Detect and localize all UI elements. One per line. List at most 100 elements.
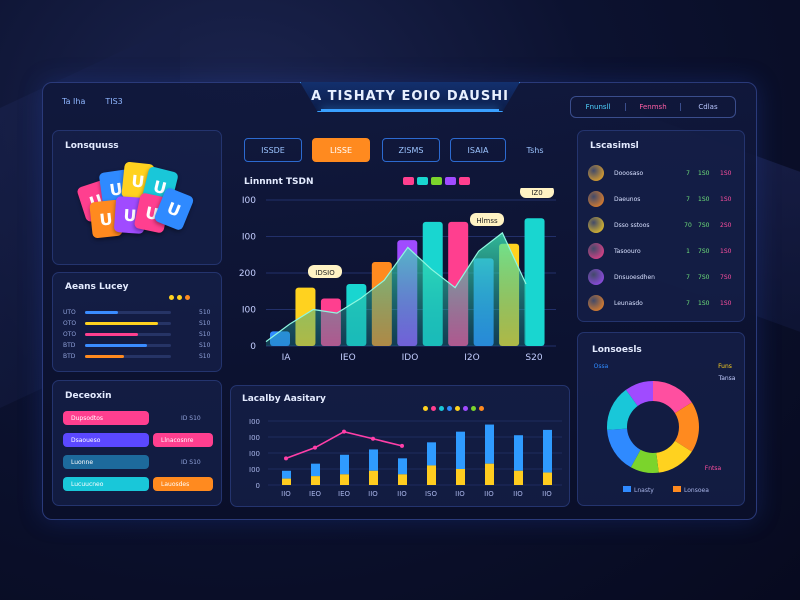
tab-3[interactable]: ISAIA bbox=[450, 138, 506, 162]
progress-fill bbox=[85, 322, 159, 325]
action-button[interactable]: Dupsodtos bbox=[63, 411, 149, 425]
stacked-bar-bottom[interactable] bbox=[340, 474, 349, 485]
games-panel-title: Lonsquuss bbox=[65, 141, 119, 151]
stacked-bar-top[interactable] bbox=[485, 424, 494, 464]
stacked-bar-top[interactable] bbox=[398, 458, 407, 475]
ranking-row[interactable]: Dsso sstoos 70 7S0 2S0 bbox=[588, 217, 738, 233]
stacked-bar-top[interactable] bbox=[514, 435, 523, 471]
window-title-tab: A TISHATY EOIO DAUSHI bbox=[300, 82, 520, 112]
stacked-bar-bottom[interactable] bbox=[311, 476, 320, 485]
donut-slice[interactable] bbox=[656, 440, 692, 473]
bar[interactable] bbox=[524, 218, 545, 346]
main-chart: 0 I00 200 I00 I00 IA IEO IDO I2O S20 IDSIO Hlmss IZ0 bbox=[239, 188, 556, 363]
action-side-button[interactable]: Lauosdes bbox=[153, 477, 213, 491]
stacked-bar-bottom[interactable] bbox=[514, 470, 523, 485]
top-control-button[interactable]: Fenmsh bbox=[626, 103, 681, 111]
actions-panel: Deceoxin Dupsodtos ID S10 Dsaoueso Llnacosn… bbox=[52, 380, 222, 506]
progress-row: OTO S10 bbox=[63, 331, 210, 338]
progress-row: OTO S10 bbox=[63, 320, 210, 327]
stacked-bar-bottom[interactable] bbox=[543, 472, 552, 485]
top-control-button[interactable]: Fnunsll bbox=[571, 103, 626, 111]
progress-row: UTO 510 bbox=[63, 309, 210, 316]
donut-slice[interactable] bbox=[625, 381, 653, 406]
tab-2[interactable]: ZISMS bbox=[382, 138, 440, 162]
y-tick-label: 0 bbox=[256, 482, 260, 490]
progress-track bbox=[85, 333, 171, 336]
donut-slice[interactable] bbox=[607, 428, 641, 468]
trend-point bbox=[371, 436, 375, 441]
y-tick-label: I00 bbox=[249, 418, 260, 426]
actions-panel-title: Deceoxin bbox=[65, 391, 112, 401]
legend-dot bbox=[439, 406, 444, 411]
donut-panel: Lonsoesls bbox=[577, 332, 745, 506]
y-tick-label: I00 bbox=[242, 233, 256, 243]
progress-label: BTD bbox=[63, 342, 76, 349]
game-avatar-icon bbox=[588, 165, 604, 181]
ranking-value: 1S0 bbox=[698, 299, 710, 307]
donut-slice[interactable] bbox=[653, 381, 692, 414]
stacked-bar-bottom[interactable] bbox=[369, 470, 378, 485]
tab-4[interactable]: Tshs bbox=[526, 145, 544, 155]
games-panel: Lonsquuss U U U U U U U U bbox=[52, 130, 222, 265]
ranking-value-alt: 2S0 bbox=[720, 221, 732, 229]
legend-swatch bbox=[623, 486, 631, 492]
legend-swatch bbox=[403, 177, 414, 185]
action-button[interactable]: Lucuucneo bbox=[63, 477, 149, 491]
y-tick-label: I00 bbox=[249, 450, 260, 458]
x-tick-label: IIO bbox=[542, 490, 552, 498]
ranking-value-alt: 1S0 bbox=[720, 195, 732, 203]
stacked-bar-top[interactable] bbox=[340, 454, 349, 475]
game-avatar-icon bbox=[588, 295, 604, 311]
stacked-bar-top[interactable] bbox=[311, 463, 320, 477]
tab-0[interactable]: ISSDE bbox=[244, 138, 302, 162]
progress-value: S10 bbox=[199, 353, 211, 360]
donut-slice[interactable] bbox=[607, 389, 638, 430]
progress-value: S10 bbox=[199, 331, 211, 338]
ranking-row[interactable]: Leunasdo 7 1S0 1S0 bbox=[588, 295, 738, 311]
trend-point bbox=[284, 456, 288, 461]
legend-dot bbox=[447, 406, 452, 411]
stacked-bar-top[interactable] bbox=[427, 442, 436, 466]
tab-1[interactable]: LISSE bbox=[312, 138, 370, 162]
progress-fill bbox=[85, 355, 124, 358]
y-tick-label: I00 bbox=[249, 466, 260, 474]
ranking-row[interactable]: Daeunos 7 1S0 1S0 bbox=[588, 191, 738, 207]
stacked-bar-bottom[interactable] bbox=[456, 469, 465, 485]
ranking-row[interactable]: Tasoouro 1 7S0 1S0 bbox=[588, 243, 738, 259]
action-button[interactable]: Luonne bbox=[63, 455, 149, 469]
stacked-bar-bottom[interactable] bbox=[427, 465, 436, 485]
stacked-bar-bottom[interactable] bbox=[485, 463, 494, 485]
donut-slice[interactable] bbox=[630, 449, 659, 473]
legend-swatch bbox=[431, 177, 442, 185]
stacked-bar-top[interactable] bbox=[282, 470, 291, 479]
ranking-row[interactable]: Dnsuoesdhen 7 7S0 7S0 bbox=[588, 269, 738, 285]
ranking-label: Dsso sstoos bbox=[614, 221, 650, 229]
top-right-controls[interactable]: Fnunsll Fenmsh Cdlas bbox=[570, 96, 736, 118]
x-tick-label: IIO bbox=[484, 490, 494, 498]
action-button[interactable]: Dsaoueso bbox=[63, 433, 149, 447]
legend-dot bbox=[185, 295, 190, 300]
progress-value: 510 bbox=[199, 309, 211, 316]
stacked-bar-bottom[interactable] bbox=[282, 478, 291, 485]
progress-track bbox=[85, 355, 171, 358]
ranking-value-alt: 1S0 bbox=[720, 247, 732, 255]
legend-dot bbox=[431, 406, 436, 411]
donut-panel-title: Lonsoesls bbox=[592, 345, 642, 355]
donut-slice[interactable] bbox=[674, 402, 699, 452]
y-tick-label: I00 bbox=[242, 196, 256, 206]
ranking-row[interactable]: Dooosaso 7 1S0 1S0 bbox=[588, 165, 738, 181]
top-control-button[interactable]: Cdlas bbox=[698, 103, 718, 111]
progress-fill bbox=[85, 333, 139, 336]
legend-swatch bbox=[417, 177, 428, 185]
action-side-button[interactable]: Llnacosnre bbox=[153, 433, 213, 447]
ranking-count: 7 bbox=[686, 273, 690, 281]
stacked-bar-top[interactable] bbox=[543, 429, 552, 473]
activity-chart: 0 I00 I00 I00 I00 IIO IEO IEO IIO IIO ISO IIO IIO IIO… bbox=[249, 418, 562, 498]
ranking-count: 7 bbox=[686, 195, 690, 203]
x-tick-label: IA bbox=[282, 353, 292, 363]
stacked-bar-top[interactable] bbox=[369, 449, 378, 471]
stacked-bar-top[interactable] bbox=[456, 431, 465, 469]
donut-legend-label: Lonsoea bbox=[684, 487, 709, 494]
stacked-bar-bottom[interactable] bbox=[398, 474, 407, 485]
annotation-bubble bbox=[308, 265, 342, 278]
